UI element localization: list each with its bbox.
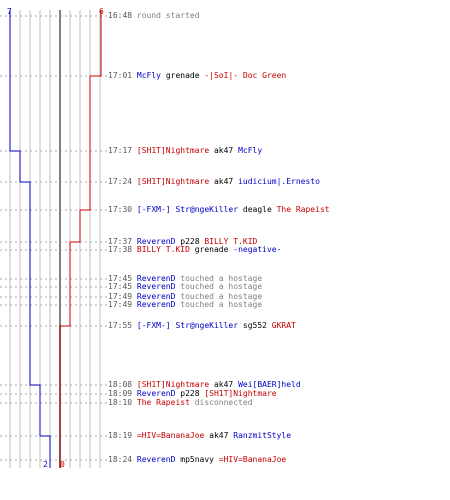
log-entry: 18:19 =HIV=BananaJoe ak47 RanzmitStyle bbox=[108, 431, 291, 441]
event-text: grenade bbox=[161, 71, 205, 80]
event-text: iudicium|.Ernesto bbox=[238, 177, 320, 186]
event-text: [SH1T]Nightmare bbox=[204, 389, 277, 398]
event-text: touched a hostage bbox=[175, 282, 263, 291]
log-entry: 18:10 The Rapeist disconnected bbox=[108, 398, 253, 408]
event-text: BILLY T.KID bbox=[136, 245, 190, 254]
event-text: ReverenD bbox=[136, 292, 176, 301]
log-entry: 17:37 ReverenD p228 BILLY T.KID bbox=[108, 237, 257, 247]
log-entry: 18:24 ReverenD mp5navy =HIV=BananaJoe bbox=[108, 455, 286, 465]
event-time: 17:30 bbox=[108, 205, 137, 214]
event-time: 17:49 bbox=[108, 300, 137, 309]
event-time: 17:38 bbox=[108, 245, 137, 254]
blue-team-line bbox=[9, 10, 51, 468]
event-time: 18:19 bbox=[108, 431, 137, 440]
event-text: RanzmitStyle bbox=[233, 431, 292, 440]
red-start-score: 6 bbox=[99, 7, 104, 16]
event-text: [-FXM-] Str@ngeKiller bbox=[136, 205, 239, 214]
event-text: mp5navy bbox=[175, 455, 219, 464]
event-text: grenade bbox=[189, 245, 234, 254]
event-text: touched a hostage bbox=[175, 292, 263, 301]
event-text: [SH1T]Nightmare bbox=[136, 146, 210, 155]
red-team-line bbox=[59, 10, 102, 468]
event-text: ReverenD bbox=[136, 237, 176, 246]
event-text: [-FXM-] Str@ngeKiller bbox=[136, 321, 239, 330]
event-text: -|SoI|- Doc Green bbox=[204, 71, 287, 80]
log-entry: 17:49 ReverenD touched a hostage bbox=[108, 300, 262, 310]
event-text: ak47 bbox=[204, 431, 234, 440]
event-text: touched a hostage bbox=[175, 300, 263, 309]
event-time: 17:37 bbox=[108, 237, 137, 246]
event-time: 17:24 bbox=[108, 177, 137, 186]
event-text: round started bbox=[136, 11, 200, 20]
event-text: [SH1T]Nightmare bbox=[136, 177, 210, 186]
event-time: 17:55 bbox=[108, 321, 137, 330]
log-entry: 17:45 ReverenD touched a hostage bbox=[108, 282, 262, 292]
event-text: BILLY T.KID bbox=[204, 237, 258, 246]
event-text: ReverenD bbox=[136, 300, 176, 309]
event-time: 17:49 bbox=[108, 292, 137, 301]
blue-start-score: 7 bbox=[7, 7, 12, 16]
event-text: The Rapeist bbox=[276, 205, 330, 214]
event-text: GKRAT bbox=[271, 321, 296, 330]
event-text: [SH1T]Nightmare bbox=[136, 380, 210, 389]
log-entry: 17:17 [SH1T]Nightmare ak47 McFly bbox=[108, 146, 262, 156]
event-text: =HIV=BananaJoe bbox=[218, 455, 287, 464]
event-text: ReverenD bbox=[136, 455, 176, 464]
event-text: touched a hostage bbox=[175, 274, 263, 283]
event-text: sg552 bbox=[238, 321, 272, 330]
event-text: McFly bbox=[238, 146, 263, 155]
log-entry: 17:24 [SH1T]Nightmare ak47 iudicium|.Ern… bbox=[108, 177, 320, 187]
event-text: disconnected bbox=[189, 398, 253, 407]
event-text: ak47 bbox=[209, 146, 239, 155]
blue-end-score: 2 bbox=[43, 460, 48, 469]
event-time: 16:48 bbox=[108, 11, 137, 20]
event-text: ak47 bbox=[209, 380, 239, 389]
event-text: McFly bbox=[136, 71, 161, 80]
event-time: 17:45 bbox=[108, 282, 137, 291]
event-text: p228 bbox=[175, 237, 205, 246]
event-time: 18:24 bbox=[108, 455, 137, 464]
log-entry: 18:08 [SH1T]Nightmare ak47 Wei[BAER]held bbox=[108, 380, 301, 390]
log-entry: 17:55 [-FXM-] Str@ngeKiller sg552 GKRAT bbox=[108, 321, 296, 331]
event-time: 18:08 bbox=[108, 380, 137, 389]
log-entry: 17:45 ReverenD touched a hostage bbox=[108, 274, 262, 284]
event-text: ReverenD bbox=[136, 274, 176, 283]
event-time: 18:09 bbox=[108, 389, 137, 398]
event-text: ak47 bbox=[209, 177, 239, 186]
log-entry: 17:49 ReverenD touched a hostage bbox=[108, 292, 262, 302]
event-time: 17:17 bbox=[108, 146, 137, 155]
event-time: 17:45 bbox=[108, 274, 137, 283]
event-text: The Rapeist bbox=[136, 398, 190, 407]
log-entry: 18:09 ReverenD p228 [SH1T]Nightmare bbox=[108, 389, 277, 399]
event-text: ReverenD bbox=[136, 389, 176, 398]
event-text: Wei[BAER]held bbox=[238, 380, 301, 389]
event-text: =HIV=BananaJoe bbox=[136, 431, 205, 440]
log-entry: 17:01 McFly grenade -|SoI|- Doc Green bbox=[108, 71, 286, 81]
event-time: 17:01 bbox=[108, 71, 137, 80]
log-entry: 17:30 [-FXM-] Str@ngeKiller deagle The R… bbox=[108, 205, 330, 215]
event-text: ReverenD bbox=[136, 282, 176, 291]
red-end-score: 0 bbox=[60, 460, 65, 469]
event-text: p228 bbox=[175, 389, 205, 398]
log-entry: 16:48 round started bbox=[108, 11, 200, 21]
event-text: -negative- bbox=[233, 245, 282, 254]
event-text: deagle bbox=[238, 205, 277, 214]
event-time: 18:10 bbox=[108, 398, 137, 407]
log-entry: 17:38 BILLY T.KID grenade -negative- bbox=[108, 245, 281, 255]
